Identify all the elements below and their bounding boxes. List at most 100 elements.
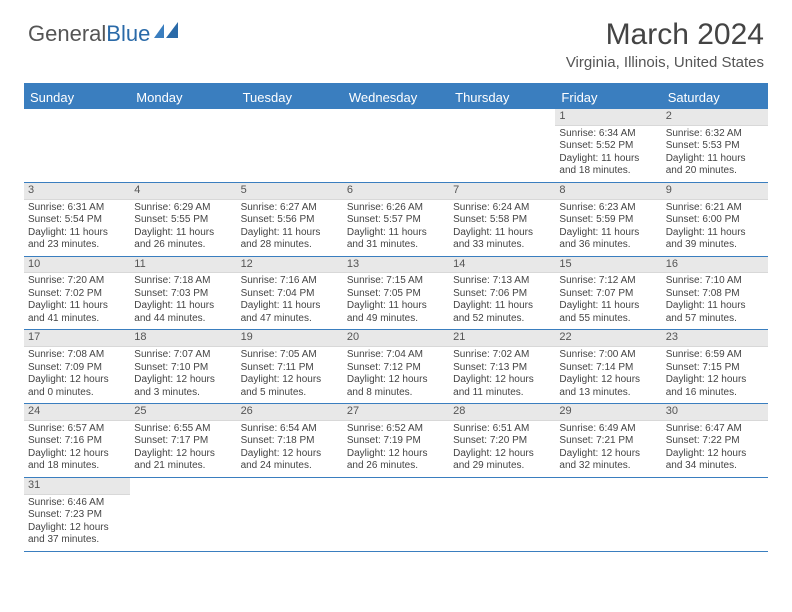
day-number: 7	[449, 183, 555, 200]
day-number: 24	[24, 404, 130, 421]
day-info: Sunrise: 7:04 AMSunset: 7:12 PMDaylight:…	[343, 347, 449, 403]
day-number: 20	[343, 330, 449, 347]
day-info: Sunrise: 6:34 AMSunset: 5:52 PMDaylight:…	[555, 126, 661, 182]
day-info: Sunrise: 7:00 AMSunset: 7:14 PMDaylight:…	[555, 347, 661, 403]
sunset: Sunset: 7:17 PM	[134, 435, 232, 448]
day-number: 16	[662, 257, 768, 274]
daylight-2: and 0 minutes.	[28, 387, 126, 400]
day-number: 17	[24, 330, 130, 347]
daylight-2: and 5 minutes.	[241, 387, 339, 400]
empty-cell	[555, 478, 661, 552]
day-number: 25	[130, 404, 236, 421]
daylight-2: and 37 minutes.	[28, 534, 126, 547]
daylight-2: and 36 minutes.	[559, 239, 657, 252]
day-cell: 2Sunrise: 6:32 AMSunset: 5:53 PMDaylight…	[662, 109, 768, 183]
day-info: Sunrise: 6:26 AMSunset: 5:57 PMDaylight:…	[343, 200, 449, 256]
sunrise: Sunrise: 7:08 AM	[28, 349, 126, 362]
daylight-1: Daylight: 12 hours	[134, 448, 232, 461]
day-number: 21	[449, 330, 555, 347]
daylight-1: Daylight: 11 hours	[666, 153, 764, 166]
daylight-1: Daylight: 12 hours	[28, 522, 126, 535]
day-cell: 30Sunrise: 6:47 AMSunset: 7:22 PMDayligh…	[662, 404, 768, 478]
daylight-1: Daylight: 12 hours	[453, 448, 551, 461]
empty-cell	[449, 109, 555, 183]
day-info: Sunrise: 7:13 AMSunset: 7:06 PMDaylight:…	[449, 273, 555, 329]
day-number: 10	[24, 257, 130, 274]
daylight-2: and 13 minutes.	[559, 387, 657, 400]
day-cell: 20Sunrise: 7:04 AMSunset: 7:12 PMDayligh…	[343, 330, 449, 404]
sunset: Sunset: 7:08 PM	[666, 288, 764, 301]
sunrise: Sunrise: 6:49 AM	[559, 423, 657, 436]
sunrise: Sunrise: 7:15 AM	[347, 275, 445, 288]
sunset: Sunset: 5:54 PM	[28, 214, 126, 227]
sunrise: Sunrise: 6:46 AM	[28, 497, 126, 510]
daylight-1: Daylight: 12 hours	[559, 374, 657, 387]
sunrise: Sunrise: 6:55 AM	[134, 423, 232, 436]
empty-cell	[237, 109, 343, 183]
sunrise: Sunrise: 7:07 AM	[134, 349, 232, 362]
logo: GeneralBlue	[28, 18, 180, 50]
sunrise: Sunrise: 6:32 AM	[666, 128, 764, 141]
day-info: Sunrise: 7:20 AMSunset: 7:02 PMDaylight:…	[24, 273, 130, 329]
day-cell: 13Sunrise: 7:15 AMSunset: 7:05 PMDayligh…	[343, 257, 449, 331]
day-info: Sunrise: 6:24 AMSunset: 5:58 PMDaylight:…	[449, 200, 555, 256]
daylight-2: and 8 minutes.	[347, 387, 445, 400]
day-cell: 21Sunrise: 7:02 AMSunset: 7:13 PMDayligh…	[449, 330, 555, 404]
daylight-2: and 11 minutes.	[453, 387, 551, 400]
empty-cell	[662, 478, 768, 552]
daylight-2: and 28 minutes.	[241, 239, 339, 252]
empty-cell	[130, 109, 236, 183]
day-cell: 19Sunrise: 7:05 AMSunset: 7:11 PMDayligh…	[237, 330, 343, 404]
daylight-1: Daylight: 12 hours	[241, 448, 339, 461]
day-number: 13	[343, 257, 449, 274]
day-cell: 28Sunrise: 6:51 AMSunset: 7:20 PMDayligh…	[449, 404, 555, 478]
day-info: Sunrise: 7:02 AMSunset: 7:13 PMDaylight:…	[449, 347, 555, 403]
daylight-1: Daylight: 11 hours	[666, 300, 764, 313]
daylight-1: Daylight: 12 hours	[666, 374, 764, 387]
day-info: Sunrise: 6:47 AMSunset: 7:22 PMDaylight:…	[662, 421, 768, 477]
daylight-2: and 20 minutes.	[666, 165, 764, 178]
sunrise: Sunrise: 7:02 AM	[453, 349, 551, 362]
sunrise: Sunrise: 6:26 AM	[347, 202, 445, 215]
empty-cell	[449, 478, 555, 552]
daylight-1: Daylight: 11 hours	[134, 227, 232, 240]
day-cell: 16Sunrise: 7:10 AMSunset: 7:08 PMDayligh…	[662, 257, 768, 331]
daylight-1: Daylight: 12 hours	[134, 374, 232, 387]
calendar-body: 1Sunrise: 6:34 AMSunset: 5:52 PMDaylight…	[24, 109, 768, 552]
sunrise: Sunrise: 6:59 AM	[666, 349, 764, 362]
day-info: Sunrise: 7:12 AMSunset: 7:07 PMDaylight:…	[555, 273, 661, 329]
header: GeneralBlue March 2024 Virginia, Illinoi…	[0, 0, 792, 75]
empty-cell	[24, 109, 130, 183]
sunset: Sunset: 5:56 PM	[241, 214, 339, 227]
logo-text-2: Blue	[106, 21, 150, 47]
daylight-2: and 34 minutes.	[666, 460, 764, 473]
title-block: March 2024 Virginia, Illinois, United St…	[566, 18, 764, 71]
day-info: Sunrise: 7:10 AMSunset: 7:08 PMDaylight:…	[662, 273, 768, 329]
sunrise: Sunrise: 7:10 AM	[666, 275, 764, 288]
sunrise: Sunrise: 6:23 AM	[559, 202, 657, 215]
day-number: 22	[555, 330, 661, 347]
day-info: Sunrise: 6:59 AMSunset: 7:15 PMDaylight:…	[662, 347, 768, 403]
daylight-2: and 52 minutes.	[453, 313, 551, 326]
day-header-cell: Sunday	[24, 86, 130, 109]
sunrise: Sunrise: 6:51 AM	[453, 423, 551, 436]
day-header-cell: Saturday	[662, 86, 768, 109]
location: Virginia, Illinois, United States	[566, 54, 764, 71]
day-info: Sunrise: 6:52 AMSunset: 7:19 PMDaylight:…	[343, 421, 449, 477]
day-info: Sunrise: 7:08 AMSunset: 7:09 PMDaylight:…	[24, 347, 130, 403]
day-number: 4	[130, 183, 236, 200]
day-info: Sunrise: 7:15 AMSunset: 7:05 PMDaylight:…	[343, 273, 449, 329]
day-cell: 31Sunrise: 6:46 AMSunset: 7:23 PMDayligh…	[24, 478, 130, 552]
daylight-1: Daylight: 11 hours	[453, 300, 551, 313]
day-number: 26	[237, 404, 343, 421]
sunrise: Sunrise: 6:29 AM	[134, 202, 232, 215]
day-cell: 11Sunrise: 7:18 AMSunset: 7:03 PMDayligh…	[130, 257, 236, 331]
day-cell: 4Sunrise: 6:29 AMSunset: 5:55 PMDaylight…	[130, 183, 236, 257]
sunrise: Sunrise: 6:34 AM	[559, 128, 657, 141]
empty-cell	[343, 109, 449, 183]
empty-cell	[237, 478, 343, 552]
daylight-2: and 26 minutes.	[134, 239, 232, 252]
sunset: Sunset: 7:04 PM	[241, 288, 339, 301]
daylight-2: and 57 minutes.	[666, 313, 764, 326]
sunrise: Sunrise: 7:04 AM	[347, 349, 445, 362]
